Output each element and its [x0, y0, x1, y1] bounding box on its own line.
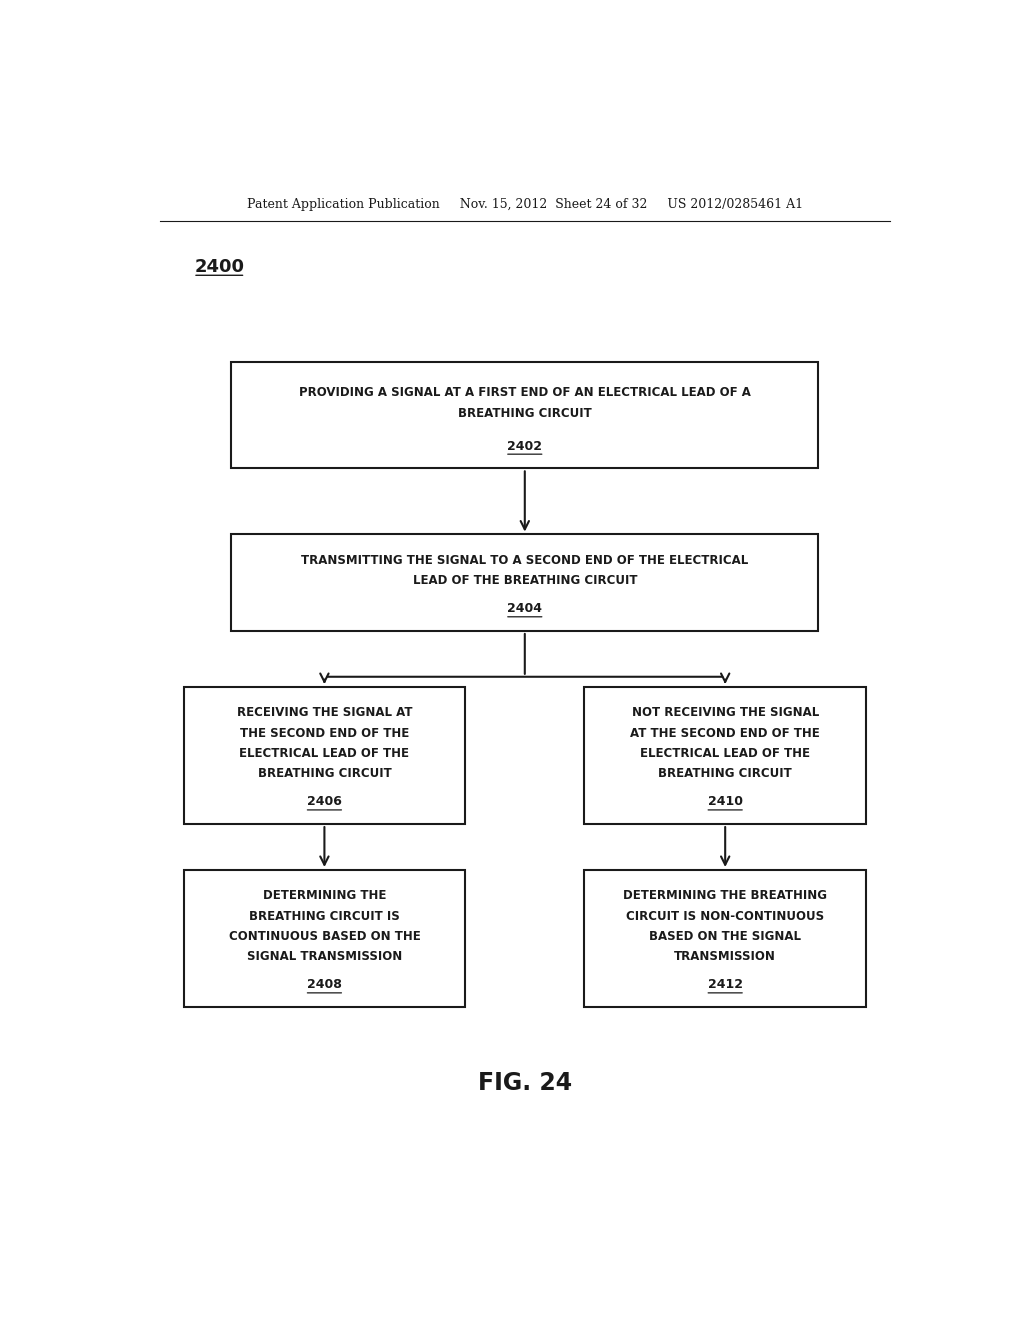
Text: CIRCUIT IS NON-CONTINUOUS: CIRCUIT IS NON-CONTINUOUS	[626, 909, 824, 923]
Text: NOT RECEIVING THE SIGNAL: NOT RECEIVING THE SIGNAL	[632, 706, 819, 719]
FancyBboxPatch shape	[183, 686, 465, 824]
Text: Patent Application Publication     Nov. 15, 2012  Sheet 24 of 32     US 2012/028: Patent Application Publication Nov. 15, …	[247, 198, 803, 211]
Text: 2406: 2406	[307, 795, 342, 808]
Text: AT THE SECOND END OF THE: AT THE SECOND END OF THE	[631, 727, 820, 739]
Text: DETERMINING THE: DETERMINING THE	[263, 890, 386, 903]
Text: BREATHING CIRCUIT IS: BREATHING CIRCUIT IS	[249, 909, 399, 923]
FancyBboxPatch shape	[183, 870, 465, 1007]
Text: BREATHING CIRCUIT: BREATHING CIRCUIT	[458, 407, 592, 420]
Text: BASED ON THE SIGNAL: BASED ON THE SIGNAL	[649, 931, 801, 942]
FancyBboxPatch shape	[231, 535, 818, 631]
Text: BREATHING CIRCUIT: BREATHING CIRCUIT	[658, 767, 792, 780]
Text: PROVIDING A SIGNAL AT A FIRST END OF AN ELECTRICAL LEAD OF A: PROVIDING A SIGNAL AT A FIRST END OF AN …	[299, 387, 751, 399]
Text: 2402: 2402	[507, 440, 543, 453]
Text: ELECTRICAL LEAD OF THE: ELECTRICAL LEAD OF THE	[240, 747, 410, 760]
Text: TRANSMISSION: TRANSMISSION	[674, 950, 776, 964]
Text: 2400: 2400	[195, 259, 245, 276]
Text: 2404: 2404	[507, 602, 543, 615]
Text: ELECTRICAL LEAD OF THE: ELECTRICAL LEAD OF THE	[640, 747, 810, 760]
FancyBboxPatch shape	[231, 362, 818, 469]
Text: FIG. 24: FIG. 24	[478, 1072, 571, 1096]
Text: 2408: 2408	[307, 978, 342, 991]
Text: 2410: 2410	[708, 795, 742, 808]
Text: 2412: 2412	[708, 978, 742, 991]
Text: SIGNAL TRANSMISSION: SIGNAL TRANSMISSION	[247, 950, 402, 964]
Text: BREATHING CIRCUIT: BREATHING CIRCUIT	[258, 767, 391, 780]
Text: RECEIVING THE SIGNAL AT: RECEIVING THE SIGNAL AT	[237, 706, 413, 719]
Text: CONTINUOUS BASED ON THE: CONTINUOUS BASED ON THE	[228, 931, 420, 942]
Text: LEAD OF THE BREATHING CIRCUIT: LEAD OF THE BREATHING CIRCUIT	[413, 574, 637, 587]
Text: TRANSMITTING THE SIGNAL TO A SECOND END OF THE ELECTRICAL: TRANSMITTING THE SIGNAL TO A SECOND END …	[301, 554, 749, 566]
FancyBboxPatch shape	[585, 870, 866, 1007]
Text: THE SECOND END OF THE: THE SECOND END OF THE	[240, 727, 409, 739]
FancyBboxPatch shape	[585, 686, 866, 824]
Text: DETERMINING THE BREATHING: DETERMINING THE BREATHING	[624, 890, 827, 903]
